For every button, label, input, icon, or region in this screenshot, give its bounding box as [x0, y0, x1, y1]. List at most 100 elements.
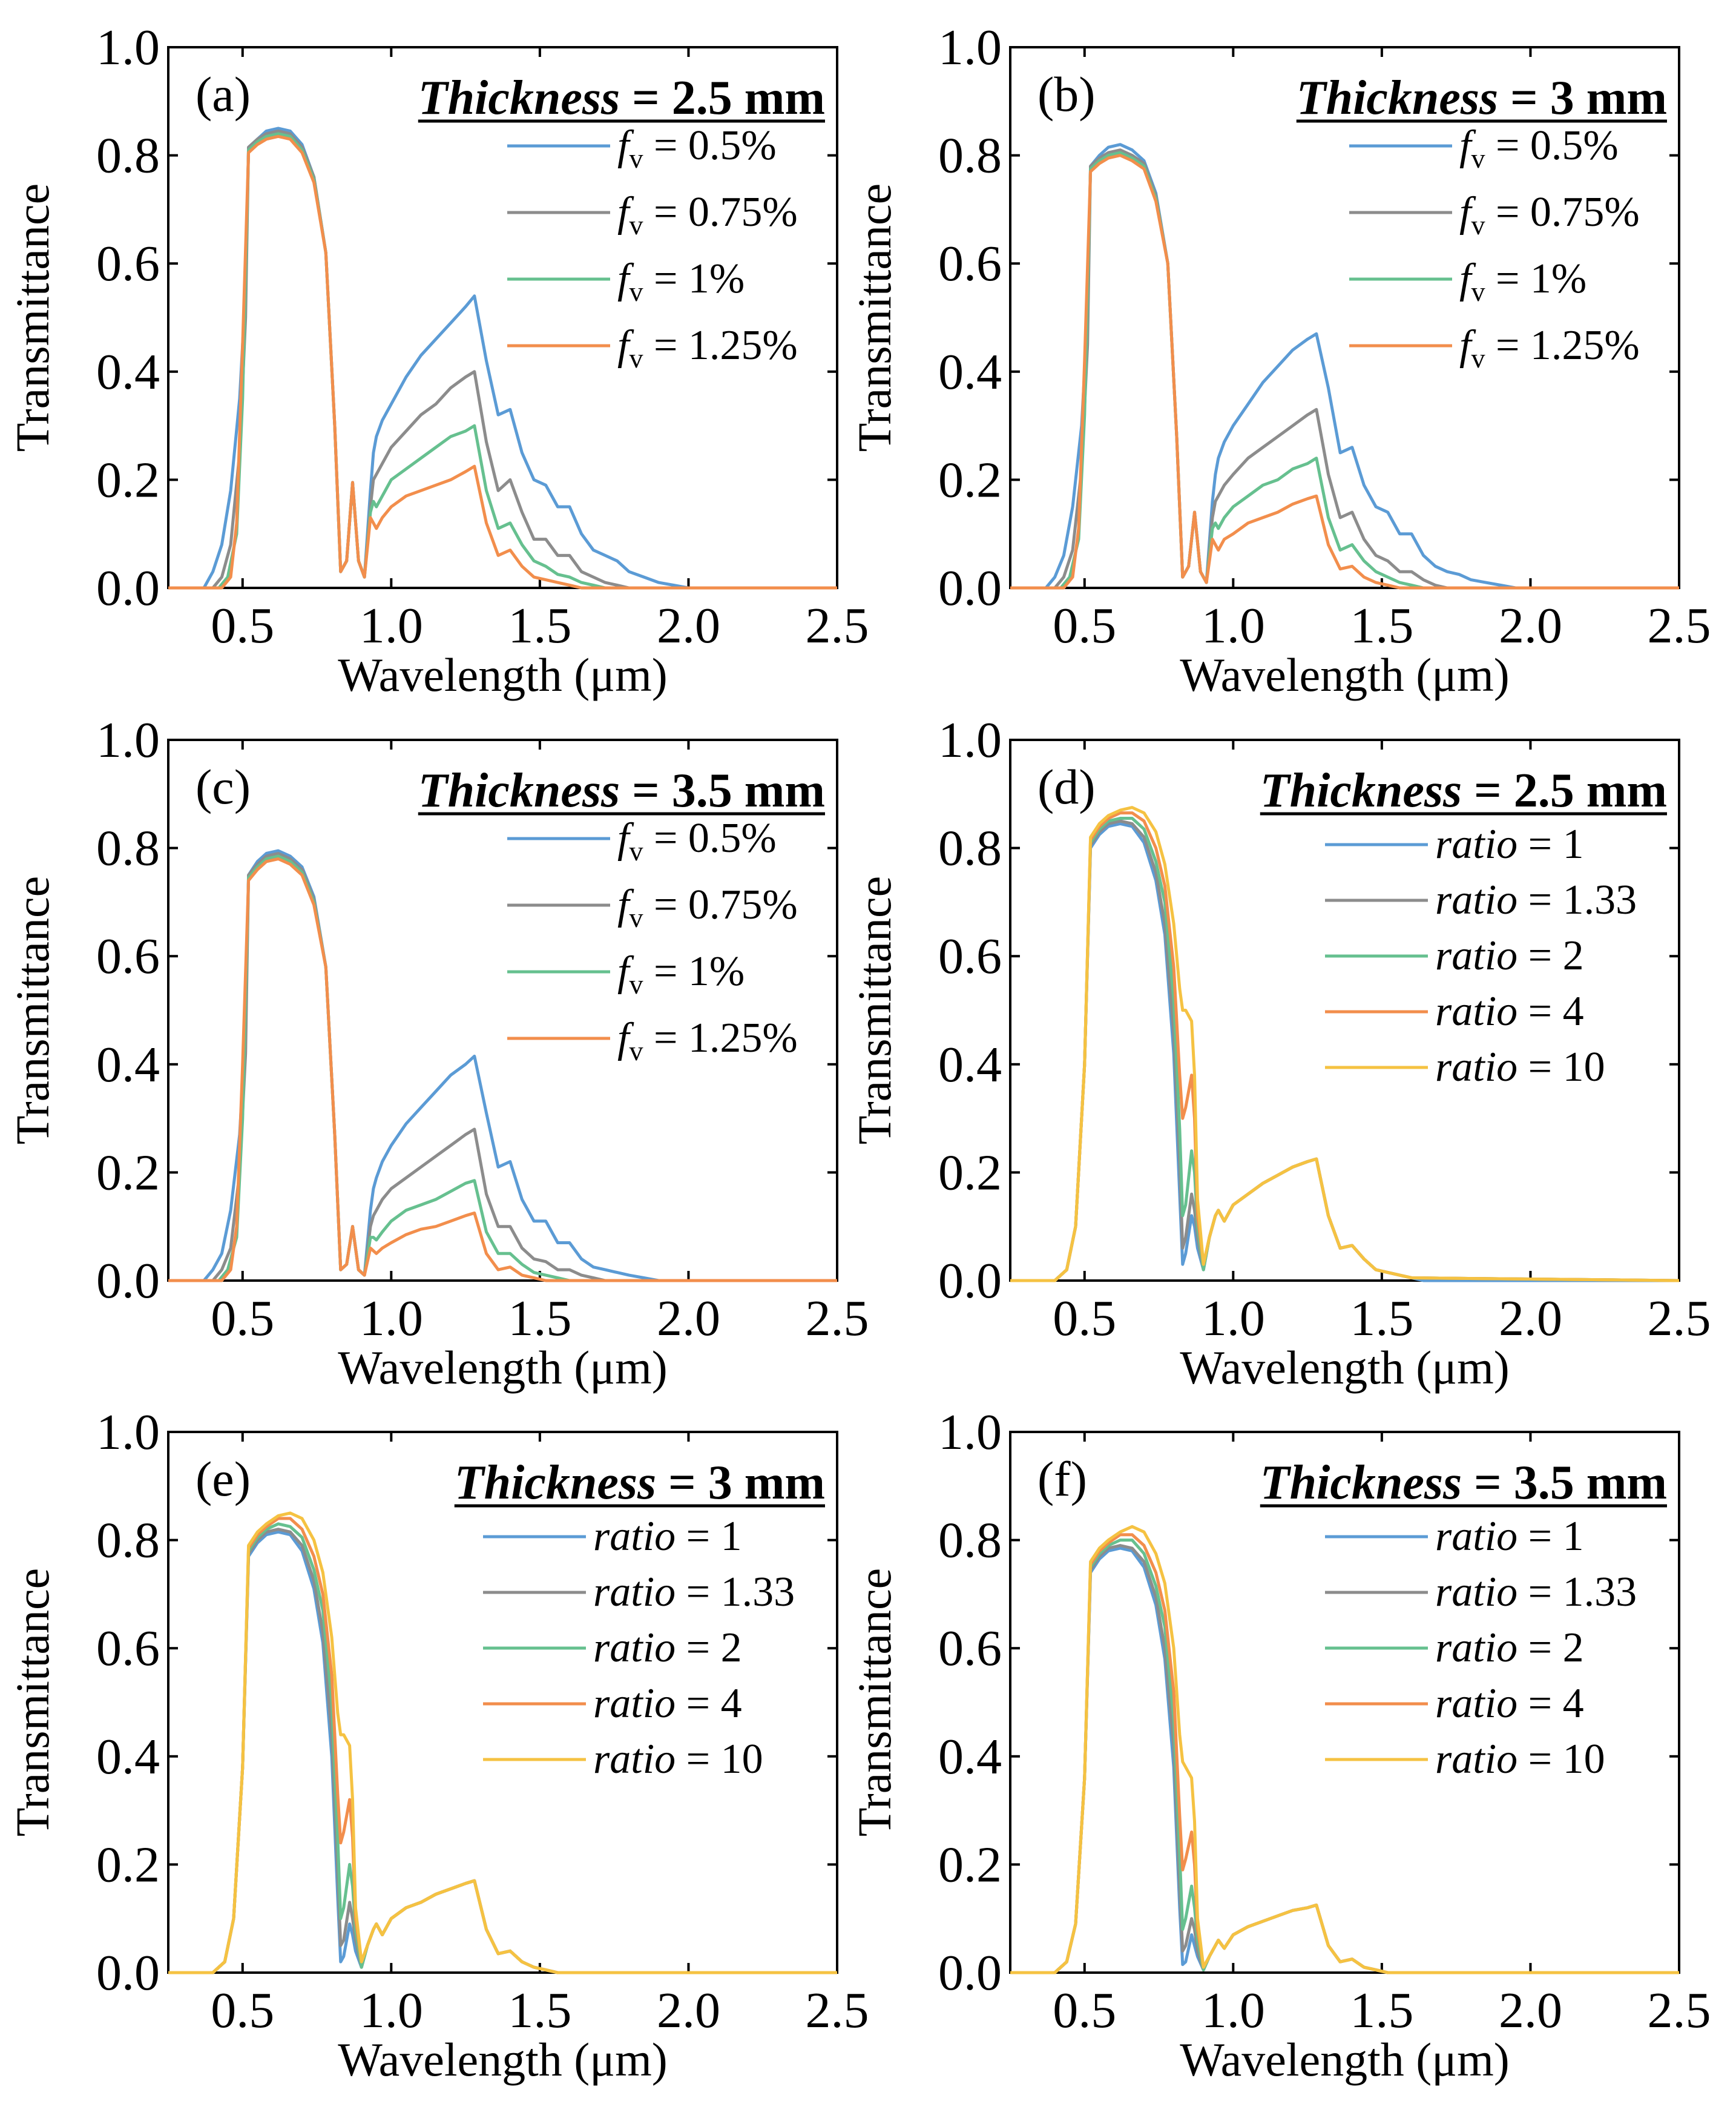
legend-label-5: ratio = 10	[593, 1736, 763, 1783]
y-tick-label: 0.8	[96, 820, 160, 877]
y-axis-title: Transmittance	[6, 183, 59, 452]
panel-title: Thickness = 3.5 mm	[418, 764, 825, 817]
y-tick-label: 0.4	[938, 344, 1002, 400]
x-tick-label: 2.0	[1499, 1982, 1562, 2039]
x-tick-label: 1.5	[508, 598, 571, 654]
series-line-2	[1010, 148, 1679, 590]
y-tick-label: 1.0	[96, 712, 160, 768]
legend-label-2: ratio = 1.33	[593, 1569, 795, 1615]
x-tick-label: 2.0	[657, 1290, 720, 1347]
panel-label: (e)	[196, 1451, 251, 1506]
x-tick-label: 1.5	[508, 1982, 571, 2039]
panel-title: Thickness = 3 mm	[455, 1456, 825, 1509]
y-tick-label: 0.6	[96, 928, 160, 984]
x-tick-label: 2.0	[1499, 1290, 1562, 1347]
x-tick-label: 1.5	[1350, 1290, 1413, 1347]
panel-label: (d)	[1037, 759, 1096, 814]
series-line-3	[1010, 151, 1679, 590]
y-tick-label: 0.6	[96, 236, 160, 292]
legend-label-4: fv = 1.25%	[617, 1015, 798, 1066]
legend-label-3: fv = 1%	[617, 948, 745, 1000]
x-tick-label: 2.5	[806, 1982, 869, 2039]
x-tick-label: 2.0	[1499, 598, 1562, 654]
x-axis-title: Wavelength (μm)	[1180, 2033, 1510, 2086]
y-tick-label: 0.6	[96, 1620, 160, 1677]
legend-label-2: ratio = 1.33	[1435, 877, 1637, 923]
legend-label-2: fv = 0.75%	[1459, 189, 1640, 240]
series-line-5	[1010, 806, 1680, 1282]
panel-title: Thickness = 2.5 mm	[1260, 764, 1667, 817]
y-tick-label: 0.4	[938, 1037, 1002, 1093]
x-tick-label: 0.5	[1053, 598, 1116, 654]
legend-label-1: fv = 0.5%	[1459, 122, 1619, 174]
y-tick-label: 0.6	[938, 928, 1002, 984]
y-axis-title: Transmittance	[848, 183, 901, 452]
y-tick-label: 0.0	[96, 560, 160, 616]
y-tick-label: 0.8	[96, 1512, 160, 1569]
x-tick-label: 1.0	[360, 1290, 423, 1347]
plot-frame	[1009, 739, 1680, 1282]
series-line-5	[168, 1511, 837, 1974]
legend-label-2: fv = 0.75%	[617, 189, 798, 240]
legend-label-3: fv = 1%	[617, 256, 745, 307]
panel-title: Thickness = 2.5 mm	[418, 71, 825, 125]
series-line-2	[168, 852, 837, 1282]
y-tick-label: 0.6	[938, 236, 1002, 292]
x-tick-label: 1.0	[360, 1982, 423, 2039]
x-tick-label: 2.5	[806, 598, 869, 654]
x-tick-label: 0.5	[1053, 1982, 1116, 2039]
panel-label: (c)	[196, 759, 251, 814]
x-axis-title: Wavelength (μm)	[1180, 648, 1510, 701]
y-tick-label: 0.8	[938, 1512, 1002, 1569]
x-tick-label: 0.5	[211, 1290, 274, 1347]
y-axis-title: Transmittance	[6, 876, 59, 1144]
x-tick-label: 1.0	[1202, 1290, 1265, 1347]
y-axis-title: Transmittance	[848, 876, 901, 1144]
y-axis-title: Transmittance	[6, 1568, 59, 1836]
series-line-3	[168, 132, 837, 590]
legend-label-2: fv = 0.75%	[617, 882, 798, 933]
legend-label-4: fv = 1.25%	[1459, 322, 1640, 374]
legend-label-5: ratio = 10	[1435, 1044, 1605, 1090]
y-tick-label: 1.0	[96, 1404, 160, 1460]
x-tick-label: 1.0	[1202, 598, 1265, 654]
legend-label-4: ratio = 4	[1435, 1680, 1584, 1727]
y-tick-label: 0.4	[96, 344, 160, 400]
x-axis-title: Wavelength (μm)	[338, 1341, 668, 1394]
legend-label-1: fv = 0.5%	[617, 122, 777, 174]
y-tick-label: 1.0	[96, 19, 160, 76]
series-line-2	[168, 129, 837, 590]
y-tick-label: 0.2	[96, 1144, 160, 1201]
panel-b: 0.5 1.0 1.5 2.0 2.50.00.20.40.60.81.0Wavelen…	[848, 19, 1711, 701]
y-tick-label: 0.0	[938, 1945, 1002, 2001]
y-tick-label: 1.0	[938, 19, 1002, 76]
x-axis-title: Wavelength (μm)	[338, 2033, 668, 2086]
x-tick-label: 2.5	[1648, 1982, 1711, 2039]
legend-label-3: fv = 1%	[1459, 256, 1586, 307]
legend-label-2: ratio = 1.33	[1435, 1569, 1637, 1615]
x-axis-title: Wavelength (μm)	[338, 648, 668, 701]
panel-title: Thickness = 3.5 mm	[1260, 1456, 1667, 1509]
x-tick-label: 1.5	[1350, 1982, 1413, 2039]
series-line-3	[168, 854, 837, 1282]
y-tick-label: 0.2	[96, 1836, 160, 1893]
legend-label-1: fv = 0.5%	[617, 815, 777, 866]
x-tick-label: 2.0	[657, 1982, 720, 2039]
y-tick-label: 0.8	[938, 820, 1002, 877]
y-tick-label: 0.8	[938, 128, 1002, 184]
panel-e: 0.5 1.0 1.5 2.0 2.50.00.20.40.60.81.0Wavelen…	[6, 1404, 869, 2086]
legend-label-3: ratio = 2	[593, 1624, 742, 1671]
series-line-4	[168, 857, 837, 1282]
series-line-1	[1010, 143, 1679, 590]
legend-label-4: ratio = 4	[593, 1680, 742, 1727]
y-tick-label: 0.0	[96, 1945, 160, 2001]
panel-a: 0.5 1.0 1.5 2.0 2.50.00.20.40.60.81.0Wavelen…	[6, 19, 869, 701]
plot-frame	[167, 739, 838, 1282]
y-tick-label: 0.2	[938, 452, 1002, 508]
legend-label-1: ratio = 1	[1435, 821, 1584, 868]
panel-label: (a)	[196, 67, 251, 122]
x-tick-label: 2.5	[806, 1290, 869, 1347]
x-tick-label: 0.5	[211, 598, 274, 654]
x-tick-label: 2.5	[1648, 598, 1711, 654]
